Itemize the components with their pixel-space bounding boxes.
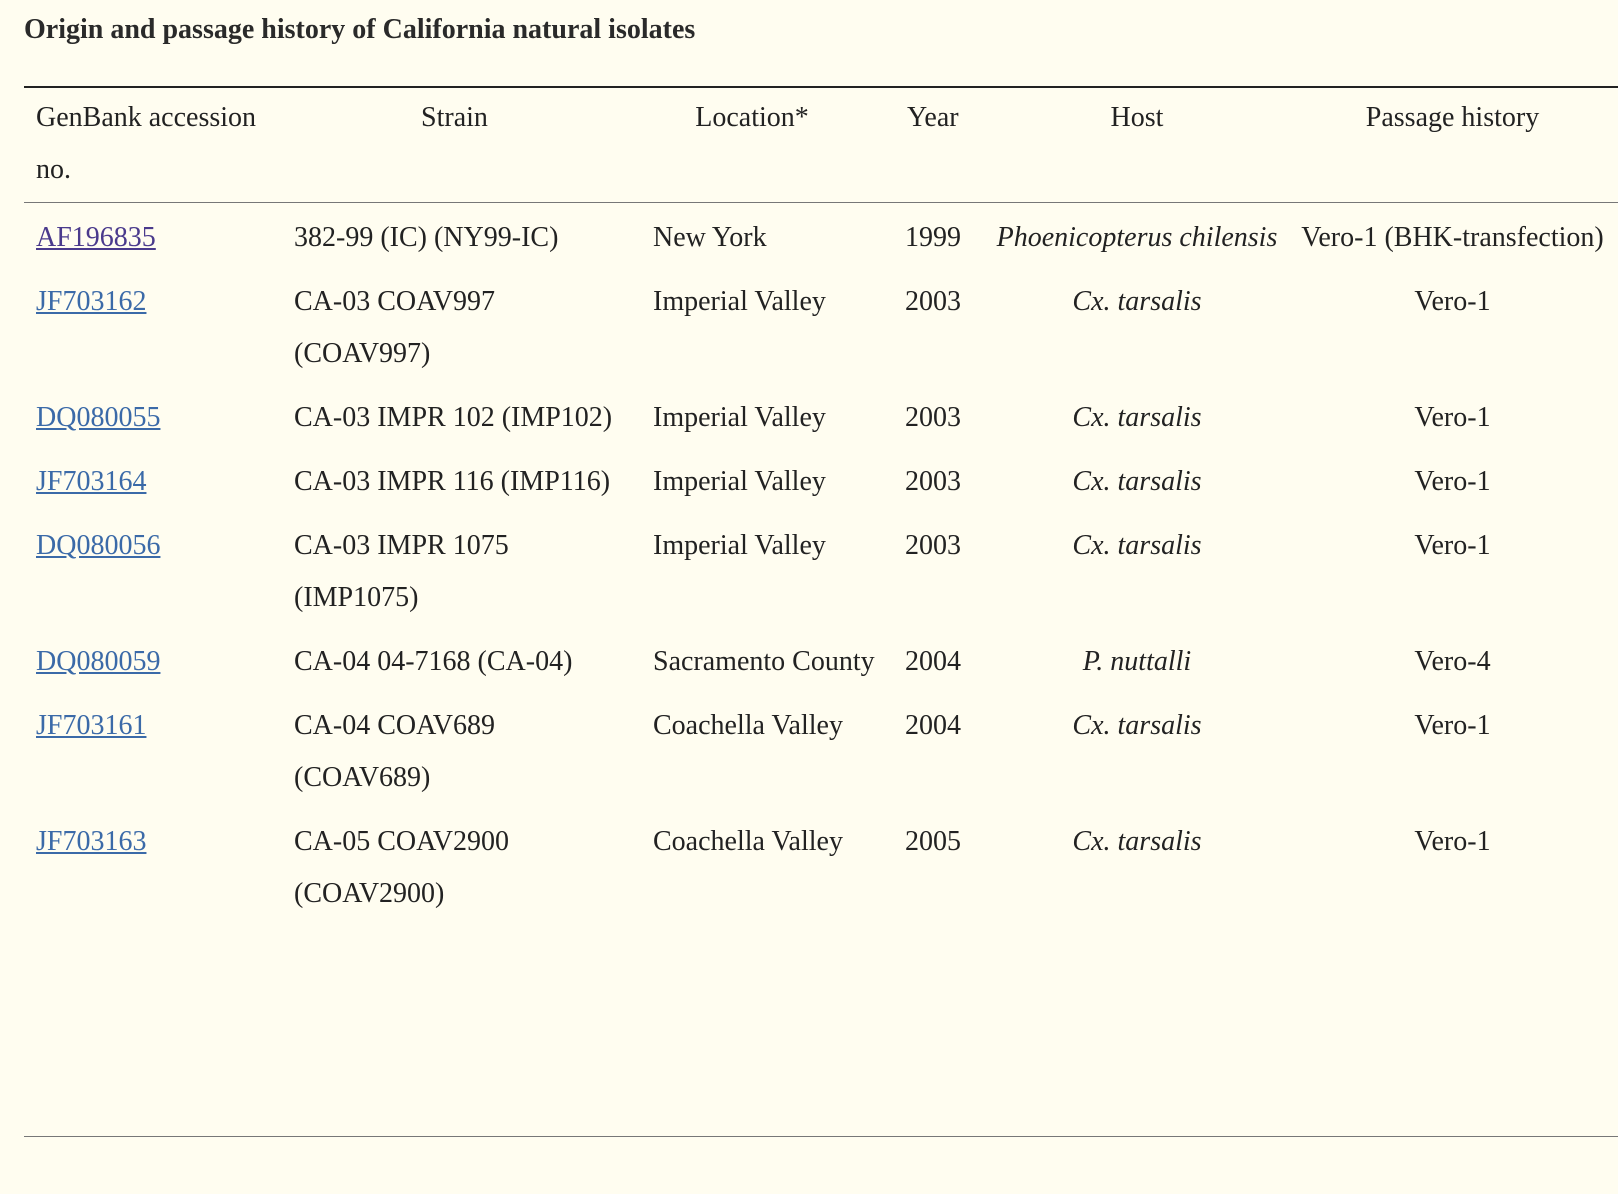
header-year: Year <box>907 102 959 133</box>
table-top-rule <box>24 86 1618 88</box>
table-row: DQ080056 CA-03 IMPR 1075 (IMP1075) Imper… <box>24 512 1618 628</box>
passage-cell: Vero-1 <box>1414 466 1491 497</box>
strain-cell: CA-04 04-7168 (CA-04) <box>294 646 573 677</box>
location-cell: Imperial Valley <box>653 530 826 561</box>
strain-cell: CA-03 IMPR 102 (IMP102) <box>294 402 613 433</box>
strain-cell: CA-03 COAV997 (COAV997) <box>294 286 495 369</box>
host-cell: Cx. tarsalis <box>1072 402 1202 433</box>
table-row: DQ080055 CA-03 IMPR 102 (IMP102) Imperia… <box>24 384 1618 448</box>
accession-link[interactable]: DQ080059 <box>36 646 161 677</box>
accession-link[interactable]: JF703162 <box>36 286 147 317</box>
host-cell: Cx. tarsalis <box>1072 826 1202 857</box>
host-cell: Cx. tarsalis <box>1072 286 1202 317</box>
location-cell: Sacramento County <box>653 646 875 677</box>
table-row: JF703161 CA-04 COAV689 (COAV689) Coachel… <box>24 692 1618 808</box>
year-cell: 2003 <box>905 402 961 433</box>
strain-cell: CA-04 COAV689 (COAV689) <box>294 710 495 793</box>
table-bottom-rule <box>24 1136 1618 1137</box>
passage-cell: Vero-1 <box>1414 530 1491 561</box>
passage-cell: Vero-1 <box>1414 826 1491 857</box>
passage-cell: Vero-4 <box>1414 646 1491 677</box>
year-cell: 1999 <box>905 222 961 253</box>
year-cell: 2004 <box>905 646 961 677</box>
year-cell: 2003 <box>905 466 961 497</box>
passage-cell: Vero-1 <box>1414 402 1491 433</box>
strain-cell: CA-03 IMPR 1075 (IMP1075) <box>294 530 509 613</box>
table-header-rule <box>24 202 1618 203</box>
location-cell: New York <box>653 222 767 253</box>
strain-cell: CA-05 COAV2900 (COAV2900) <box>294 826 509 909</box>
accession-link[interactable]: JF703161 <box>36 710 147 741</box>
header-accession: GenBank accession no. <box>36 102 257 185</box>
host-cell: Cx. tarsalis <box>1072 466 1202 497</box>
header-location: Location* <box>695 102 809 133</box>
table-caption: Origin and passage history of California… <box>24 14 696 45</box>
table-row: JF703162 CA-03 COAV997 (COAV997) Imperia… <box>24 268 1618 384</box>
host-cell: P. nuttalli <box>1082 646 1192 677</box>
header-strain: Strain <box>421 102 488 133</box>
location-cell: Imperial Valley <box>653 402 826 433</box>
year-cell: 2005 <box>905 826 961 857</box>
header-host: Host <box>1110 102 1164 133</box>
table-row: JF703164 CA-03 IMPR 116 (IMP116) Imperia… <box>24 448 1618 512</box>
passage-cell: Vero-1 (BHK-transfection) <box>1301 222 1604 253</box>
header-row: GenBank accession no. Strain Location* Y… <box>24 88 1618 204</box>
host-cell: Cx. tarsalis <box>1072 530 1202 561</box>
table-row: AF196835 382-99 (IC) (NY99-IC) New York … <box>24 204 1618 268</box>
year-cell: 2003 <box>905 530 961 561</box>
strain-cell: CA-03 IMPR 116 (IMP116) <box>294 466 611 497</box>
accession-link[interactable]: JF703164 <box>36 466 147 497</box>
year-cell: 2003 <box>905 286 961 317</box>
location-cell: Imperial Valley <box>653 466 826 497</box>
passage-cell: Vero-1 <box>1414 286 1491 317</box>
table-row: JF703163 CA-05 COAV2900 (COAV2900) Coach… <box>24 808 1618 924</box>
isolates-table: GenBank accession no. Strain Location* Y… <box>24 88 1618 924</box>
accession-link[interactable]: JF703163 <box>36 826 147 857</box>
location-cell: Coachella Valley <box>653 826 843 857</box>
passage-cell: Vero-1 <box>1414 710 1491 741</box>
accession-link[interactable]: DQ080055 <box>36 402 161 433</box>
host-cell: Phoenicopterus chilensis <box>996 222 1278 253</box>
accession-link[interactable]: AF196835 <box>36 222 156 253</box>
table-row: DQ080059 CA-04 04-7168 (CA-04) Sacrament… <box>24 628 1618 692</box>
location-cell: Coachella Valley <box>653 710 843 741</box>
host-cell: Cx. tarsalis <box>1072 710 1202 741</box>
location-cell: Imperial Valley <box>653 286 826 317</box>
strain-cell: 382-99 (IC) (NY99-IC) <box>294 222 559 253</box>
header-passage: Passage history <box>1365 102 1540 133</box>
accession-link[interactable]: DQ080056 <box>36 530 161 561</box>
year-cell: 2004 <box>905 710 961 741</box>
